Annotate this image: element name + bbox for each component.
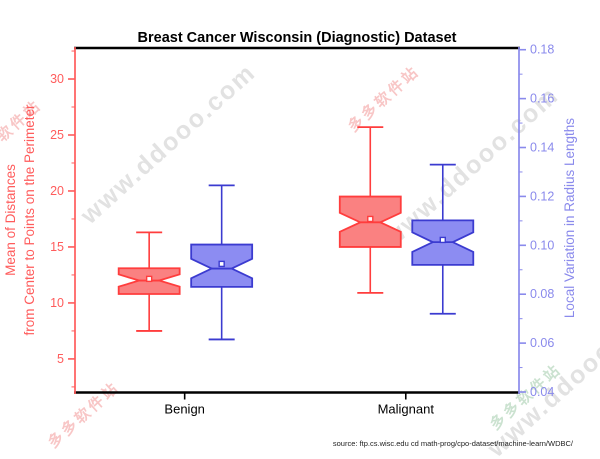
left-tick-label: 25 <box>50 128 64 142</box>
boxplot-right-malignant-mean-marker <box>439 236 446 244</box>
source-note: source: ftp.cs.wisc.edu cd math-prog/cpo… <box>333 439 574 448</box>
chart-title: Breast Cancer Wisconsin (Diagnostic) Dat… <box>138 30 457 46</box>
left-tick-label: 20 <box>50 184 64 198</box>
plot-area: 5 10 15 20 25 30 0.04 0.06 0.08 0.10 0.12 0.14 0.16 0… <box>50 43 554 417</box>
left-axis-title-line1: Mean of Distances <box>3 164 18 276</box>
category-label-malignant: Malignant <box>378 402 435 417</box>
right-tick-label: 0.12 <box>530 189 554 203</box>
left-tick-label: 15 <box>50 240 64 254</box>
right-tick-label: 0.04 <box>530 385 554 399</box>
boxplot-left-benign-mean-marker <box>145 275 153 283</box>
left-tick-label: 5 <box>57 352 64 366</box>
right-tick-label: 0.18 <box>530 43 554 57</box>
left-tick-label: 10 <box>50 296 64 310</box>
right-axis-title: Local Variation in Radius Lengths <box>562 118 577 318</box>
right-tick-label: 0.10 <box>530 238 554 252</box>
right-tick-label: 0.14 <box>530 141 554 155</box>
boxplot-left-malignant-mean-marker <box>367 215 374 223</box>
right-tick-label: 0.08 <box>530 287 554 301</box>
left-axis-title-line2: from Center to Points on the Perimeter <box>22 104 37 336</box>
right-tick-label: 0.16 <box>530 92 554 106</box>
boxplot-right-benign-mean-marker <box>218 260 225 268</box>
left-tick-label: 30 <box>50 72 64 86</box>
right-tick-label: 0.06 <box>530 336 554 350</box>
category-label-benign: Benign <box>164 402 204 417</box>
